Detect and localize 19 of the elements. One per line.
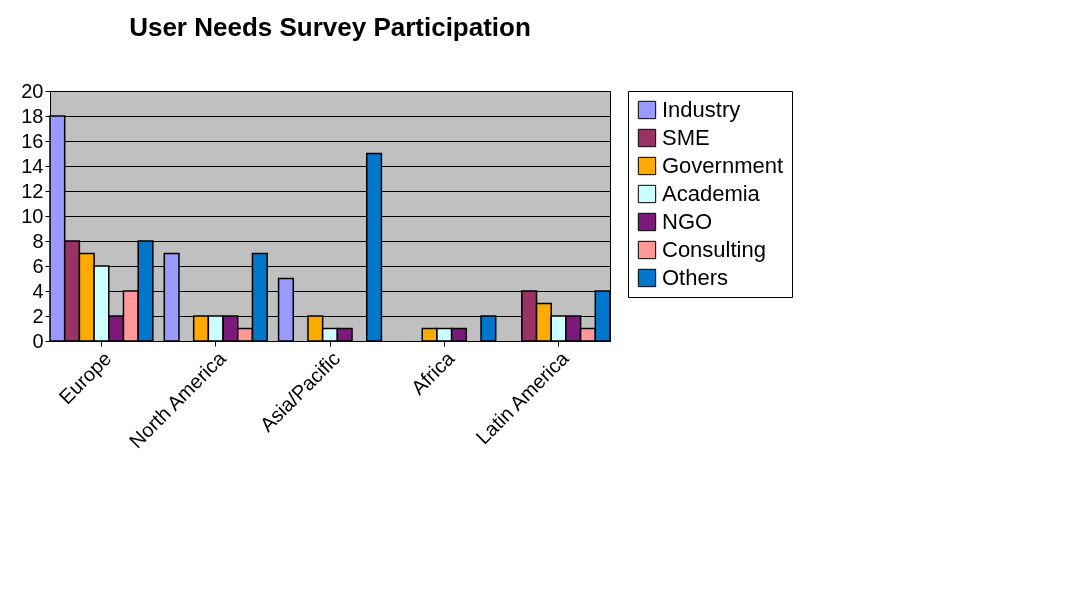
y-tick-label: 14 [21, 154, 44, 177]
y-tick-label: 4 [32, 279, 44, 302]
y-tick-label: 10 [21, 204, 44, 227]
y-tick-label: 16 [21, 129, 44, 152]
legend-label: Academia [662, 181, 761, 206]
legend-label: SME [662, 125, 710, 150]
y-tick-label: 20 [21, 79, 44, 102]
legend-label: Others [662, 265, 729, 290]
chart-title: User Needs Survey Participation [129, 12, 531, 42]
y-tick-label: 6 [32, 254, 44, 277]
legend-label: Industry [662, 97, 741, 122]
legend-label: Government [662, 153, 784, 178]
legend-label: NGO [662, 209, 713, 234]
y-tick-label: 8 [32, 229, 44, 252]
y-tick-label: 12 [21, 179, 44, 202]
legend-label: Consulting [662, 237, 766, 262]
y-tick-label: 2 [32, 304, 44, 327]
y-tick-label: 18 [21, 104, 44, 127]
y-tick-label: 0 [32, 329, 44, 352]
